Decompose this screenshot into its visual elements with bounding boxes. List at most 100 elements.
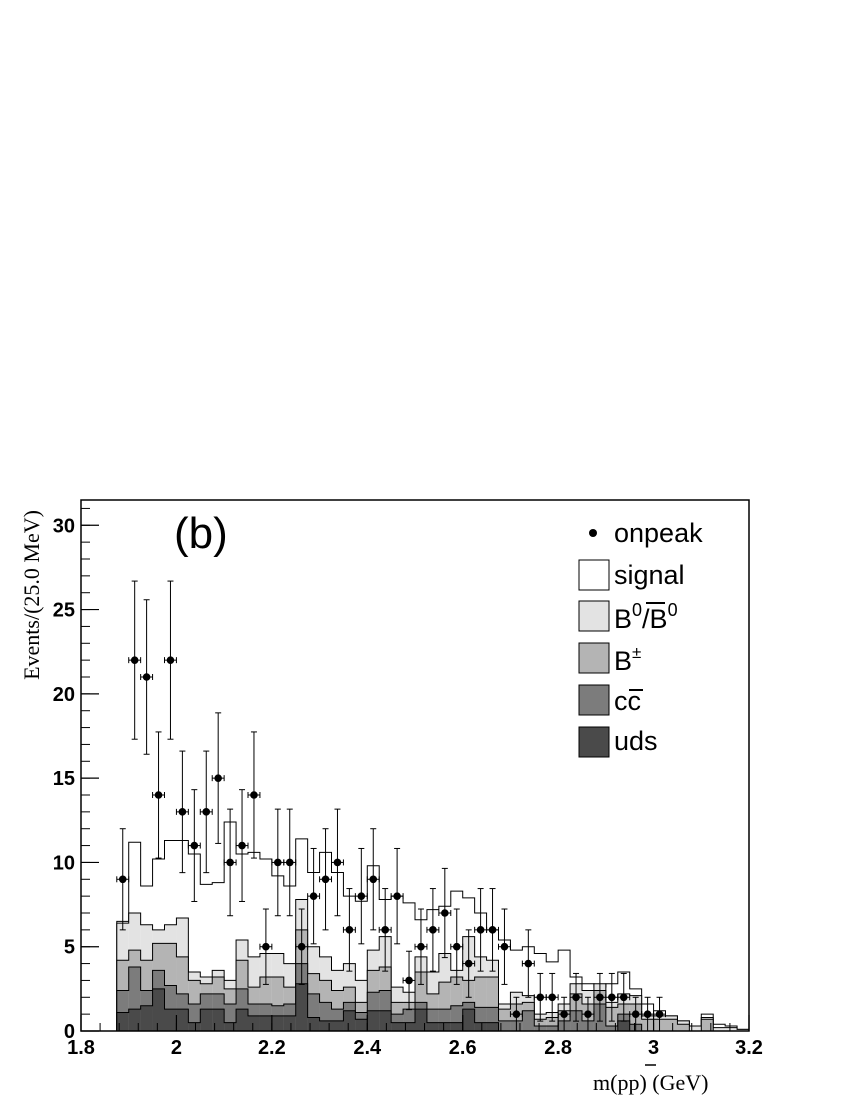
uds-bar — [331, 1020, 344, 1031]
data-point — [426, 888, 440, 972]
onpeak-marker — [584, 1010, 592, 1018]
data-point — [378, 888, 392, 972]
uds-bar — [295, 983, 308, 1031]
cc-bar — [438, 1009, 451, 1031]
bpm-bar — [498, 1009, 511, 1031]
onpeak-marker — [524, 959, 533, 968]
onpeak-data-points — [116, 580, 666, 1032]
onpeak-marker — [381, 926, 389, 934]
x-tick-label: 3.2 — [735, 1037, 763, 1059]
x-axis-title: m(pp) (GeV) — [593, 1070, 708, 1095]
signal-bar — [200, 884, 213, 1031]
cc-bar — [319, 1002, 332, 1031]
uds-bar — [188, 1022, 201, 1031]
onpeak-marker — [572, 993, 580, 1002]
uds-bar — [307, 1017, 320, 1031]
onpeak-marker — [488, 926, 497, 934]
signal-bar — [391, 896, 404, 1031]
uds-bar — [176, 1009, 189, 1031]
data-point — [438, 867, 452, 959]
y-tick-label: 0 — [64, 1021, 75, 1043]
data-point — [295, 908, 309, 985]
data-point — [247, 731, 261, 859]
onpeak-marker — [512, 1010, 521, 1018]
histogram-uds — [116, 983, 749, 1032]
uds-bar — [367, 1010, 380, 1031]
data-point — [402, 950, 416, 1011]
onpeak-marker — [548, 993, 556, 1002]
uds-bar — [128, 1009, 141, 1031]
uds-bar — [236, 1009, 248, 1031]
cc-bar — [486, 1007, 499, 1031]
bpm-bar — [677, 1024, 690, 1031]
data-point — [307, 847, 321, 945]
data-point — [462, 929, 476, 998]
onpeak-marker — [608, 993, 616, 1002]
b0-bar — [689, 1025, 702, 1031]
data-point — [199, 750, 213, 874]
cc-bar — [474, 1007, 487, 1031]
x-tick-label: 1.8 — [67, 1037, 95, 1059]
y-tick-label: 25 — [53, 600, 75, 622]
uds-bar — [438, 1022, 451, 1031]
data-point — [414, 908, 428, 985]
uds-bar — [426, 1022, 439, 1031]
cc-bar — [224, 1004, 237, 1031]
y-tick-label: 15 — [53, 768, 75, 790]
legend-b0-swatch — [578, 600, 610, 632]
cc-bar — [403, 1009, 415, 1031]
onpeak-marker — [333, 858, 342, 867]
b0-bar — [713, 1027, 726, 1031]
signal-bar — [510, 950, 523, 1031]
bpm-bar — [271, 977, 284, 1031]
uds-bar — [474, 1022, 487, 1031]
data-point — [331, 808, 344, 917]
onpeak-marker — [464, 959, 473, 968]
uds-bar — [355, 1019, 368, 1031]
data-point — [175, 750, 189, 874]
panel-label: (b) — [174, 509, 228, 558]
x-tick-label: 3 — [648, 1037, 659, 1059]
cc-outline — [116, 963, 749, 1032]
onpeak-marker — [405, 976, 413, 985]
data-point — [450, 908, 464, 985]
data-point — [223, 808, 237, 917]
x-tick-label: 2.8 — [544, 1037, 572, 1059]
legend-onpeak-label: onpeak — [614, 518, 703, 548]
uds-bar — [415, 1009, 427, 1031]
signal-bar — [248, 852, 260, 1031]
onpeak-marker — [190, 841, 199, 850]
legend-bpm-label: B± — [614, 643, 641, 676]
onpeak-marker — [214, 774, 222, 782]
bpm-bar — [474, 977, 487, 1031]
bpm-bar — [665, 1019, 678, 1031]
b0-bar — [737, 1029, 749, 1031]
uds-bar — [200, 1009, 213, 1031]
signal-bar — [319, 852, 332, 1031]
bpm-bar — [415, 972, 427, 1031]
signal-bar — [224, 821, 237, 1031]
bpm-bar — [534, 1019, 547, 1031]
data-point — [116, 828, 130, 931]
bpm-bar — [546, 1017, 559, 1031]
legend-cc-swatch — [578, 684, 610, 716]
onpeak-marker — [655, 1010, 664, 1018]
data-point — [354, 847, 368, 945]
cc-bar — [188, 1004, 201, 1031]
onpeak-marker — [250, 791, 258, 799]
uds-bar — [403, 1022, 415, 1031]
data-point — [235, 789, 249, 902]
y-tick-label: 30 — [53, 515, 75, 537]
uds-outline — [116, 983, 749, 1032]
uds-bar — [259, 1015, 272, 1031]
onpeak-marker — [274, 858, 282, 867]
legend-uds-swatch — [578, 726, 610, 758]
uds-bar — [212, 1009, 225, 1031]
onpeak-marker — [560, 1010, 568, 1018]
data-point — [140, 599, 154, 755]
signal-bar — [367, 865, 380, 1031]
uds-bar — [450, 1022, 463, 1031]
uds-bar — [391, 1022, 404, 1031]
onpeak-marker — [178, 808, 187, 816]
onpeak-marker — [309, 892, 318, 900]
